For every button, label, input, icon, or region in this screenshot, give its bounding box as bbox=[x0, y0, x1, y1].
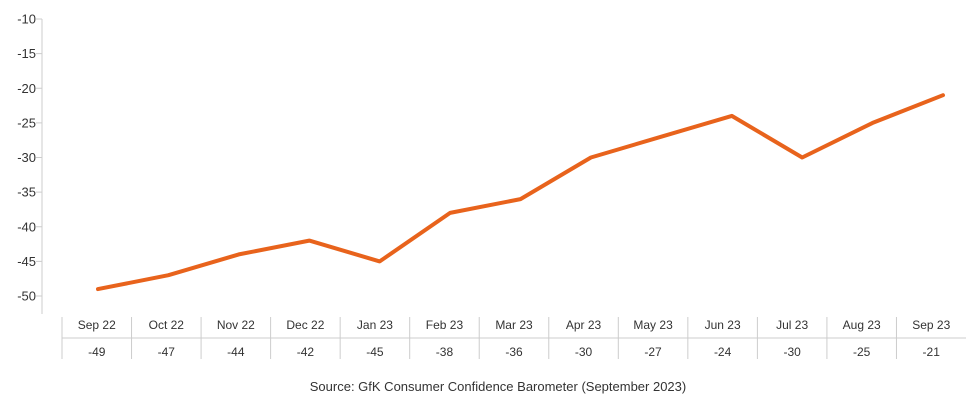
y-tick-label: -35 bbox=[17, 185, 36, 200]
x-category-label: Feb 23 bbox=[426, 318, 464, 332]
data-point bbox=[590, 157, 592, 158]
y-tick-label: -45 bbox=[17, 254, 36, 269]
x-category-label: Mar 23 bbox=[495, 318, 533, 332]
y-tick-label: -20 bbox=[17, 81, 36, 96]
y-axis: -10 -15 -20 -25 -30 -35 -40 -45 -50 bbox=[17, 12, 43, 314]
x-category-label: Aug 23 bbox=[843, 318, 881, 332]
table-value-label: -38 bbox=[436, 345, 454, 359]
data-point bbox=[660, 136, 662, 138]
data-point bbox=[801, 157, 803, 158]
x-category-label: Oct 22 bbox=[149, 318, 185, 332]
x-category-label: Dec 22 bbox=[286, 318, 324, 332]
data-point bbox=[731, 115, 733, 117]
x-category-label: Nov 22 bbox=[217, 318, 255, 332]
y-tick-label: -40 bbox=[17, 219, 36, 234]
series-line-group bbox=[96, 93, 945, 292]
data-table: Sep 22 -49 Oct 22 -47 Nov 22 -44 Dec 22 -42 Jan … bbox=[61, 317, 966, 359]
data-point bbox=[872, 122, 874, 124]
table-value-label: -49 bbox=[88, 345, 106, 359]
y-tick-label: -15 bbox=[17, 46, 36, 61]
x-category-label: Apr 23 bbox=[566, 318, 602, 332]
y-tick-label: -30 bbox=[17, 150, 36, 165]
data-point bbox=[167, 274, 169, 276]
x-category-label: Jul 23 bbox=[776, 318, 808, 332]
table-value-label: -27 bbox=[644, 345, 662, 359]
table-value-label: -25 bbox=[853, 345, 871, 359]
x-category-label: Sep 22 bbox=[78, 318, 116, 332]
table-value-label: -30 bbox=[575, 345, 593, 359]
x-category-label: Jan 23 bbox=[357, 318, 393, 332]
table-value-label: -36 bbox=[505, 345, 523, 359]
table-value-label: -47 bbox=[158, 345, 176, 359]
table-value-label: -42 bbox=[297, 345, 315, 359]
data-point bbox=[238, 253, 240, 255]
table-value-label: -45 bbox=[366, 345, 384, 359]
y-tick-label: -25 bbox=[17, 115, 36, 130]
data-point bbox=[942, 94, 944, 96]
x-category-label: May 23 bbox=[633, 318, 673, 332]
data-point bbox=[449, 212, 451, 214]
data-point bbox=[308, 240, 310, 242]
y-tick-label: -10 bbox=[17, 12, 36, 27]
data-point bbox=[520, 198, 521, 200]
series-line bbox=[96, 93, 945, 292]
data-point bbox=[97, 288, 99, 290]
table-value-label: -24 bbox=[714, 345, 732, 359]
x-category-label: Jun 23 bbox=[705, 318, 741, 332]
table-value-label: -44 bbox=[227, 345, 245, 359]
data-point bbox=[379, 260, 381, 262]
table-value-label: -30 bbox=[783, 345, 801, 359]
table-value-label: -21 bbox=[923, 345, 941, 359]
y-tick-label: -50 bbox=[17, 289, 36, 304]
x-category-label: Sep 23 bbox=[912, 318, 950, 332]
source-note: Source: GfK Consumer Confidence Baromete… bbox=[310, 379, 686, 394]
